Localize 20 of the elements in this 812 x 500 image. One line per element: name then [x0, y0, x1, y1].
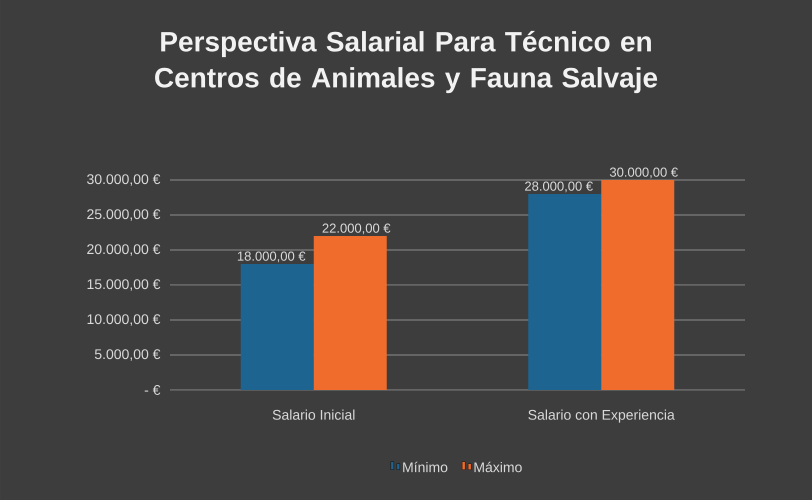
- legend-label: Mínimo: [403, 462, 448, 472]
- y-tick-label: 25.000,00 €: [87, 209, 160, 221]
- data-label: 18.000,00 €: [238, 252, 306, 262]
- y-tick-label: - €: [144, 385, 160, 395]
- y-tick-label: 10.000,00 €: [88, 314, 160, 326]
- bar: [601, 180, 674, 390]
- y-tick-label: 15.000,00 €: [88, 279, 160, 291]
- bar: [528, 194, 602, 390]
- legend-label: Máximo: [474, 462, 522, 472]
- data-label: 30.000,00 €: [610, 168, 678, 178]
- y-tick-label: 5.000,00 €: [94, 349, 160, 361]
- y-tick-label: 20.000,00 €: [87, 244, 160, 256]
- data-label: 22.000,00 €: [322, 224, 390, 234]
- x-tick-label: Salario con Experiencia: [528, 410, 675, 423]
- bar: [240, 264, 314, 390]
- x-tick-label: Salario Inicial: [272, 410, 354, 420]
- chart-title: Perspectiva Salarial Para Técnico en Centros de Animales y Fauna Salvaje: [155, 30, 658, 94]
- y-tick-label: 30.000,00 €: [87, 174, 160, 186]
- data-label: 28.000,00 €: [525, 182, 593, 192]
- bar: [314, 236, 387, 390]
